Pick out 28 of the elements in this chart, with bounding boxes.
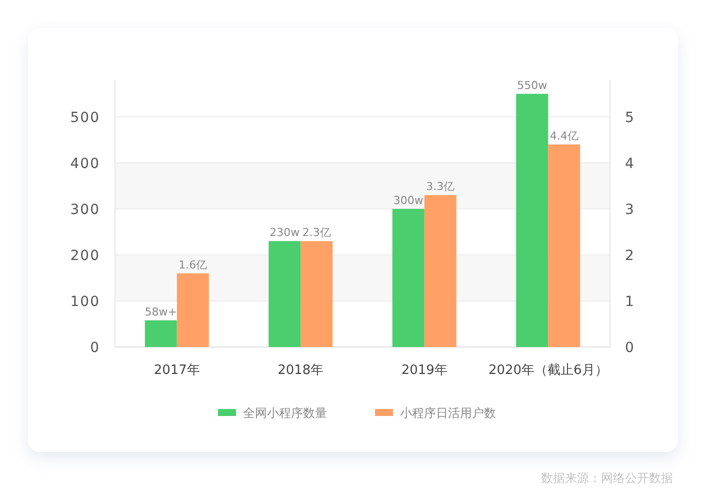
data-label: 230w xyxy=(270,226,300,240)
data-label: 4.4亿 xyxy=(550,129,578,142)
x-tick-label: 2020年（截止6月） xyxy=(488,363,608,378)
source-note: 数据来源：网络公开数据 xyxy=(541,471,673,485)
y-tick-label: 0 xyxy=(90,340,100,356)
y2-tick-label: 3 xyxy=(625,202,634,218)
data-label: 1.6亿 xyxy=(178,258,208,272)
y2-tick-label: 0 xyxy=(625,340,634,356)
y-tick-label: 300 xyxy=(70,202,100,218)
x-tick-label: 2017年 xyxy=(154,363,200,378)
data-label: 550w xyxy=(517,78,548,92)
x-tick-label: 2019年 xyxy=(401,363,448,378)
y2-tick-label: 1 xyxy=(625,294,634,310)
y2-tick-label: 2 xyxy=(625,248,634,264)
data-label: 300w xyxy=(393,194,424,207)
legend-label: 小程序日活用户数 xyxy=(400,406,496,420)
x-tick-label: 2018年 xyxy=(278,363,324,378)
data-label: 58w+ xyxy=(144,305,177,318)
bar xyxy=(176,273,209,347)
data-label: 3.3亿 xyxy=(426,180,455,194)
y-tick-label: 500 xyxy=(70,110,100,126)
y2-tick-label: 4 xyxy=(625,156,634,172)
data-label: 2.3亿 xyxy=(302,226,331,240)
legend-label: 全网小程序数量 xyxy=(243,406,327,420)
y-tick-label: 200 xyxy=(70,248,100,264)
y2-tick-label: 5 xyxy=(625,110,634,126)
y-tick-label: 400 xyxy=(70,156,100,172)
y-tick-label: 100 xyxy=(70,294,100,310)
